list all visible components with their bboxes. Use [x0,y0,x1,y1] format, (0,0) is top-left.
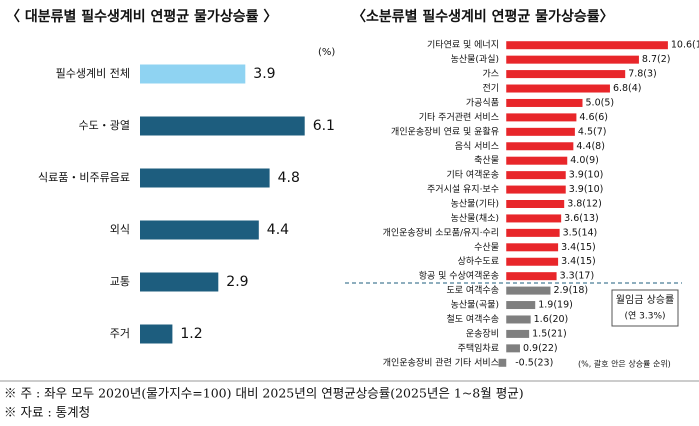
bar [506,301,536,310]
bar [506,315,531,324]
value-label: 2.9 [226,274,248,290]
bar [498,358,507,367]
value-label: 3.9(10) [569,170,604,181]
right-title: 〈소분류별 필수생계비 연평균 물가상승률〉 [352,8,614,25]
bar [506,127,575,136]
bar [506,41,668,50]
bar [140,272,219,292]
category-label: 수산물 [474,242,499,253]
category-label: 가스 [482,69,499,80]
bar [506,156,568,165]
category-label: 농산물(과실) [451,54,499,65]
value-label: 4.4(8) [576,141,605,152]
bar [506,228,560,237]
category-label: 농산물(곡물) [451,300,499,311]
bar [506,329,530,338]
category-label: 도로 여객수송 [446,284,499,296]
category-label: 교통 [110,275,130,288]
value-label: 4.8 [278,170,300,186]
category-label: 개인운송장비 소모품/유지·수리 [383,227,499,238]
bar [506,185,566,194]
value-label: 3.6(13) [564,213,599,224]
category-label: 항공 및 수상여객운송 [419,270,499,282]
value-label: 8.7(2) [642,54,671,65]
category-label: 외식 [110,223,130,236]
category-label: 상하수도료 [458,256,499,267]
value-label: 7.8(3) [628,69,657,80]
bar [140,324,173,344]
value-label: 1.6(20) [534,314,569,325]
left-title: 〈 대분류별 필수생계비 연평균 물가상승률 〉 [6,8,277,25]
unit: (%) [318,47,335,58]
category-label: 전기 [482,83,499,94]
value-label: 4.0(9) [570,155,599,166]
value-label: 2.9(18) [553,285,588,296]
value-label: 3.8(12) [567,199,602,210]
value-label: 3.3(17) [560,271,595,282]
value-label: 3.9 [253,66,275,82]
category-label: 수도・광열 [79,119,130,132]
category-label: 주택임차료 [458,342,499,354]
bar [506,272,557,281]
bar [506,55,639,64]
bar [506,142,574,151]
footnote: ※ 자료 : 통계청 [4,405,90,420]
value-label: 6.1 [313,118,335,134]
category-label: 기타 여객운송 [446,169,499,181]
value-label: 1.9(19) [538,300,573,311]
bar [140,116,305,136]
category-label: 필수생계비 전체 [56,67,130,80]
note: (%, 괄호 안은 상승률 순위) [578,359,671,369]
category-label: 기타 주거관련 서비스 [419,112,499,123]
category-label: 기타연료 및 에너지 [427,39,499,51]
value-label: 0.9(22) [523,343,558,354]
value-label: 4.5(7) [578,126,607,137]
category-label: 개인운송장비 연료 및 윤활유 [391,125,499,137]
value-label: 3.4(15) [561,256,596,267]
value-label: 3.5(14) [563,227,598,238]
category-label: 운송장비 [466,328,499,339]
bar [506,113,577,122]
bar [506,257,559,266]
value-label: 10.6(1) [671,40,699,51]
value-label: 1.2 [180,326,202,342]
bar [506,70,626,79]
value-label: 6.8(4) [613,83,642,94]
bar [140,168,270,188]
bar [506,214,562,223]
bar [140,64,246,84]
annotation: 월임금 상승률 [616,293,674,306]
annotation: (연 3.3%) [624,311,665,322]
value-label: 4.4 [267,222,289,238]
category-label: 가공식품 [466,97,499,108]
bar [506,84,610,93]
category-label: 축산물 [474,155,499,166]
footnote: ※ 주 : 좌우 모두 2020년(물가지수=100) 대비 2025년의 연평… [4,386,524,401]
value-label: 4.6(6) [579,112,608,123]
category-label: 주거 [110,327,130,340]
value-label: -0.5(23) [515,357,553,368]
value-label: 1.5(21) [532,328,567,339]
value-label: 5.0(5) [586,97,615,108]
value-label: 3.9(10) [569,184,604,195]
category-label: 식료품・비주류음료 [38,171,130,184]
bar [506,98,583,107]
category-label: 농산물(기타) [451,199,499,210]
category-label: 철도 여객수송 [446,313,499,325]
category-label: 개인운송장비 관련 기타 서비스 [383,357,499,368]
value-label: 3.4(15) [561,242,596,253]
category-label: 주거시설 유지·보수 [427,184,499,195]
category-label: 음식 서비스 [455,141,499,152]
annotation-box [611,289,679,327]
bar [140,220,259,240]
bar [506,171,566,180]
bar [506,243,559,252]
bar [506,200,565,208]
bar [506,286,551,295]
bar [506,344,520,353]
category-label: 농산물(채소) [451,213,499,224]
